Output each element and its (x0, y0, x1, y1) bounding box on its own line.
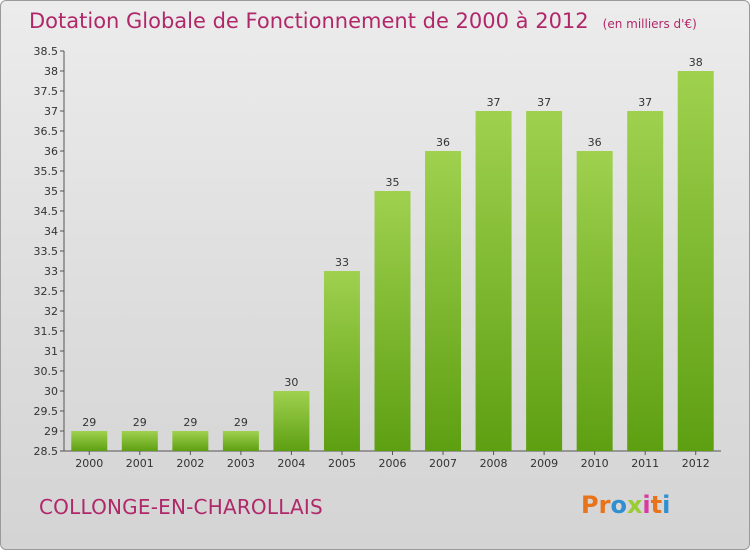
data-label-2006: 35 (386, 176, 400, 189)
bar-2000 (71, 431, 108, 451)
data-label-2005: 33 (335, 256, 349, 269)
data-label-2011: 37 (638, 96, 652, 109)
y-tick-label: 37.5 (34, 85, 59, 98)
x-tick-label-2008: 2008 (480, 457, 508, 470)
y-tick-label: 38 (44, 65, 58, 78)
y-tick-label: 34.5 (34, 205, 59, 218)
data-label-2010: 36 (588, 136, 602, 149)
y-tick-label: 36.5 (34, 125, 59, 138)
data-label-2002: 29 (183, 416, 197, 429)
bar-2010 (576, 151, 613, 451)
bar-2005 (323, 271, 360, 451)
bar-2006 (374, 191, 411, 451)
bar-2001 (121, 431, 158, 451)
logo-letter: r (598, 491, 611, 519)
x-tick-label-2011: 2011 (631, 457, 659, 470)
logo-letter: i (662, 491, 671, 519)
y-tick-label: 35.5 (34, 165, 59, 178)
bar-2009 (526, 111, 563, 451)
commune-name: COLLONGE-EN-CHAROLLAIS (39, 495, 323, 519)
chart-title: Dotation Globale de Fonctionnement de 20… (29, 9, 697, 33)
data-label-2003: 29 (234, 416, 248, 429)
y-tick-label: 31 (44, 345, 58, 358)
data-label-2001: 29 (133, 416, 147, 429)
x-tick-label-2000: 2000 (75, 457, 103, 470)
x-tick-label-2010: 2010 (581, 457, 609, 470)
data-label-2008: 37 (487, 96, 501, 109)
y-tick-label: 29 (44, 425, 58, 438)
y-tick-label: 31.5 (34, 325, 59, 338)
bar-2002 (172, 431, 209, 451)
y-tick-label: 32.5 (34, 285, 59, 298)
chart-title-text: Dotation Globale de Fonctionnement de 20… (29, 9, 589, 33)
logo-letter: i (642, 491, 651, 519)
logo-letter: x (626, 491, 643, 519)
bar-2012 (677, 71, 714, 451)
data-label-2012: 38 (689, 56, 703, 69)
y-tick-label: 34 (44, 225, 58, 238)
y-tick-label: 30.5 (34, 365, 59, 378)
bar-2004 (273, 391, 310, 451)
logo-letter: o (610, 491, 627, 519)
data-label-2000: 29 (82, 416, 96, 429)
x-tick-label-2006: 2006 (379, 457, 407, 470)
logo-letter: P (581, 491, 599, 519)
y-tick-label: 32 (44, 305, 58, 318)
x-tick-label-2012: 2012 (682, 457, 710, 470)
y-tick-label: 35 (44, 185, 58, 198)
x-tick-label-2009: 2009 (530, 457, 558, 470)
proxiti-logo: Proxiti (581, 491, 670, 519)
x-tick-label-2007: 2007 (429, 457, 457, 470)
x-tick-label-2001: 2001 (126, 457, 154, 470)
logo-letter: t (650, 491, 663, 519)
x-tick-label-2002: 2002 (176, 457, 204, 470)
bar-2011 (627, 111, 664, 451)
x-tick-label-2004: 2004 (277, 457, 305, 470)
y-tick-label: 29.5 (34, 405, 59, 418)
bar-2003 (222, 431, 259, 451)
y-tick-label: 38.5 (34, 45, 59, 58)
y-tick-label: 36 (44, 145, 58, 158)
y-tick-label: 30 (44, 385, 58, 398)
y-tick-label: 28.5 (34, 445, 59, 458)
bar-2007 (425, 151, 462, 451)
data-label-2007: 36 (436, 136, 450, 149)
data-label-2004: 30 (284, 376, 298, 389)
y-tick-label: 33 (44, 265, 58, 278)
x-tick-label-2003: 2003 (227, 457, 255, 470)
data-label-2009: 37 (537, 96, 551, 109)
y-tick-label: 37 (44, 105, 58, 118)
chart-unit: (en milliers d'€) (602, 17, 697, 31)
y-tick-label: 33.5 (34, 245, 59, 258)
x-tick-label-2005: 2005 (328, 457, 356, 470)
bar-2008 (475, 111, 512, 451)
